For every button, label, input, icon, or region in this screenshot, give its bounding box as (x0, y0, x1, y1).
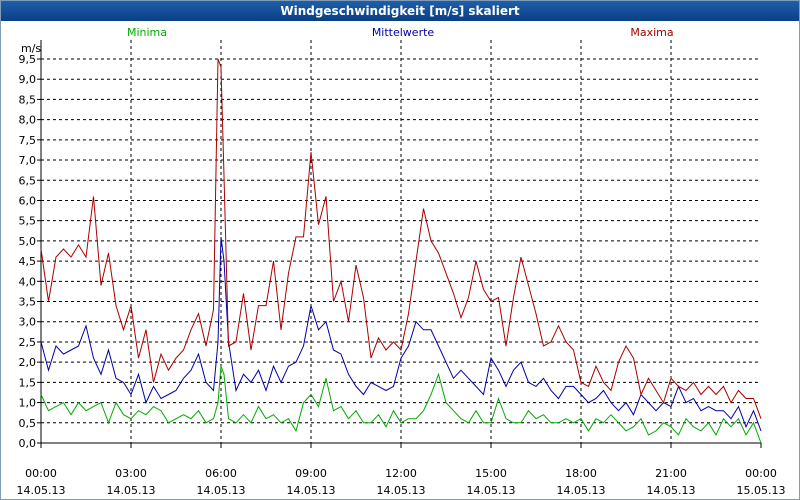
y-tick-label: 2,0 (19, 356, 37, 369)
x-tick-date: 14.05.13 (107, 484, 156, 497)
window-title: Windgeschwindigkeit [m/s] skaliert (1, 1, 799, 21)
x-tick-time: 03:00 (115, 467, 147, 480)
x-tick-date: 14.05.13 (17, 484, 66, 497)
y-tick-label: 4,0 (19, 275, 37, 288)
x-tick-date: 15.05.13 (737, 484, 786, 497)
x-tick-date: 14.05.13 (197, 484, 246, 497)
y-tick-label: 7,0 (19, 154, 37, 167)
wind-speed-chart: 0,0 0,5 1,0 1,5 2,0 2,5 3,0 3,5 4,0 4,5 5,0 5,5 6,0 6… (17, 26, 786, 497)
y-tick-label: 5,0 (19, 235, 37, 248)
x-tick-time: 21:00 (655, 467, 687, 480)
y-tick-label: 3,0 (19, 316, 37, 329)
y-tick-label: 7,5 (19, 134, 37, 147)
y-tick-label: 8,5 (19, 93, 37, 106)
x-tick-date: 14.05.13 (467, 484, 516, 497)
legend: Minima Mittelwerte Maxima (127, 26, 674, 39)
x-tick-date: 14.05.13 (557, 484, 606, 497)
y-tick-label: 8,0 (19, 114, 37, 127)
axes (37, 40, 762, 448)
y-tick-label: 9,0 (19, 73, 37, 86)
series-line-minima (40, 366, 762, 444)
tick-labels: 0,0 0,5 1,0 1,5 2,0 2,5 3,0 3,5 4,0 4,5 5,0 5,5 6,0 6… (17, 42, 786, 497)
y-tick-label: 1,5 (19, 376, 37, 389)
y-tick-label: 1,0 (19, 397, 37, 410)
y-tick-label: 5,5 (19, 215, 37, 228)
legend-minima: Minima (127, 26, 167, 39)
y-tick-label: 0,5 (19, 417, 37, 430)
y-axis-label: m/s (21, 42, 41, 55)
legend-mittelwerte: Mittelwerte (372, 26, 435, 39)
x-tick-time: 12:00 (385, 467, 417, 480)
y-tick-label: 9,5 (19, 53, 37, 66)
x-tick-time: 18:00 (565, 467, 597, 480)
y-tick-label: 4,5 (19, 255, 37, 268)
series-lines (40, 58, 762, 444)
legend-maxima: Maxima (630, 26, 673, 39)
y-tick-label: 3,5 (19, 296, 37, 309)
series-line-maxima (40, 58, 762, 419)
x-tick-date: 14.05.13 (287, 484, 336, 497)
grid (41, 40, 761, 444)
y-tick-label: 0,0 (19, 437, 37, 450)
y-tick-label: 6,0 (19, 194, 37, 207)
y-tick-label: 2,5 (19, 336, 37, 349)
x-tick-time: 00:00 (25, 467, 57, 480)
x-tick-time: 00:00 (745, 467, 777, 480)
series-line-mittelwerte (40, 236, 762, 432)
x-tick-date: 14.05.13 (377, 484, 426, 497)
x-tick-time: 09:00 (295, 467, 327, 480)
x-tick-time: 15:00 (475, 467, 507, 480)
y-tick-label: 6,5 (19, 174, 37, 187)
x-tick-time: 06:00 (205, 467, 237, 480)
x-tick-date: 14.05.13 (647, 484, 696, 497)
